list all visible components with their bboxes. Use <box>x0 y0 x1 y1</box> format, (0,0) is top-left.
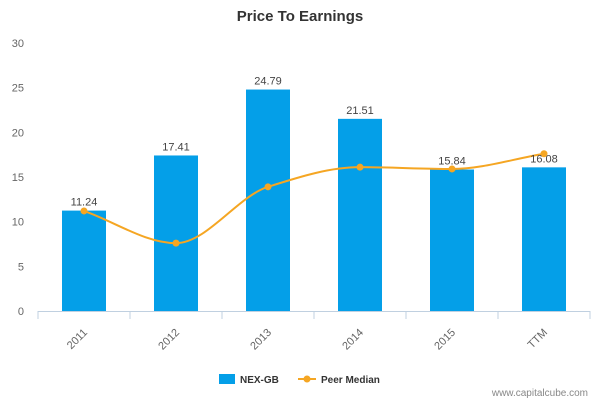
bar[interactable] <box>62 210 106 311</box>
x-axis: 2011 2012 2013 2014 2015 TTM <box>37 311 591 353</box>
legend-line-marker <box>303 375 311 383</box>
x-tick-label: 2011 <box>65 327 90 352</box>
bar-series <box>62 89 566 312</box>
peer-median-point[interactable] <box>172 239 180 247</box>
y-tick-label: 25 <box>12 83 24 95</box>
bar[interactable] <box>430 169 474 311</box>
peer-median-point[interactable] <box>448 165 456 173</box>
bar-value-label: 24.79 <box>254 76 282 88</box>
x-tick-label: 2012 <box>156 327 182 353</box>
legend-bar-label: NEX-GB <box>240 375 279 386</box>
y-tick-label: 5 <box>18 261 24 273</box>
chart-title: Price To Earnings <box>237 8 363 25</box>
bar[interactable] <box>246 89 290 311</box>
bar[interactable] <box>154 155 198 311</box>
line-series <box>80 150 548 247</box>
bar-value-label: 11.24 <box>71 197 98 209</box>
legend-bar-swatch <box>219 374 235 384</box>
legend-item-bar[interactable]: NEX-GB <box>219 374 279 386</box>
watermark: www.capitalcube.com <box>491 388 588 399</box>
x-tick-label: 2013 <box>248 327 274 353</box>
peer-median-point[interactable] <box>356 163 364 171</box>
y-axis: 0 5 10 15 20 25 30 <box>12 38 24 318</box>
peer-median-point[interactable] <box>80 207 88 215</box>
x-tick-label: 2014 <box>340 327 366 353</box>
bar[interactable] <box>338 118 382 312</box>
legend-item-line[interactable]: Peer Median <box>298 375 380 386</box>
peer-median-line <box>83 152 545 245</box>
y-tick-label: 30 <box>12 38 24 50</box>
bar-value-label: 21.51 <box>346 105 374 117</box>
peer-median-point[interactable] <box>540 150 548 158</box>
x-tick-label: 2015 <box>432 327 458 353</box>
bar-value-label: 16.08 <box>530 153 558 165</box>
bar[interactable] <box>522 167 566 311</box>
bar-value-label: 15.84 <box>438 155 466 167</box>
peer-median-point[interactable] <box>264 183 272 191</box>
data-labels: 11.24 17.41 24.79 21.51 15.84 16.08 <box>71 76 558 209</box>
y-tick-label: 0 <box>18 306 24 318</box>
bar-value-label: 17.41 <box>162 141 190 153</box>
y-tick-label: 10 <box>12 217 24 229</box>
y-tick-label: 15 <box>12 172 24 184</box>
y-tick-label: 20 <box>12 127 24 139</box>
legend[interactable]: NEX-GB Peer Median <box>219 374 380 386</box>
legend-line-label: Peer Median <box>321 375 380 386</box>
x-tick-label: TTM <box>526 327 550 351</box>
